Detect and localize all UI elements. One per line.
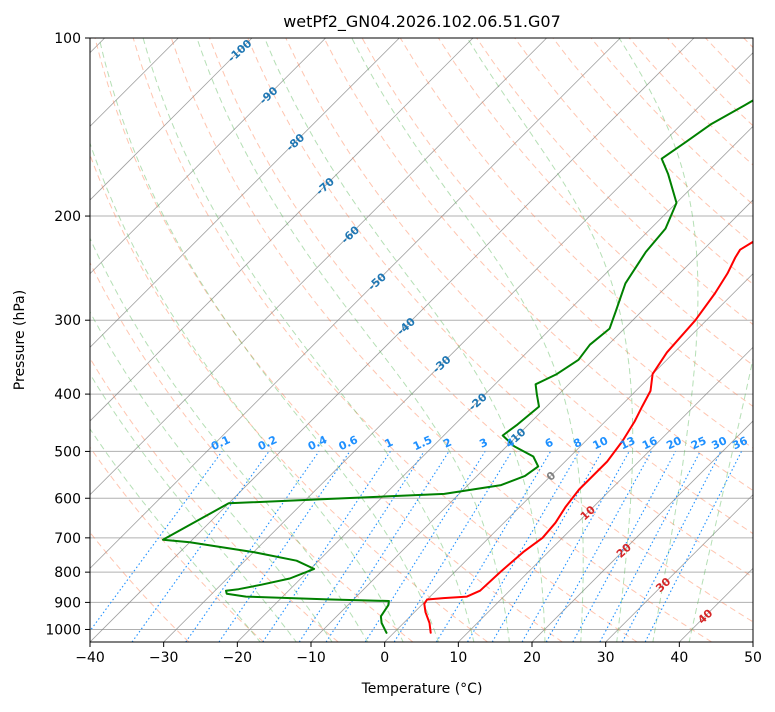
x-tick-label: 0 <box>380 650 389 666</box>
x-tick-label: 10 <box>449 650 467 666</box>
y-tick-label: 1000 <box>45 622 81 638</box>
x-tick-label: 30 <box>597 650 615 666</box>
y-tick-label: 900 <box>54 595 81 611</box>
chart-title: wetPf2_GN04.2026.102.06.51.G07 <box>283 12 561 32</box>
y-tick-label: 100 <box>54 31 81 47</box>
x-tick-label: 40 <box>670 650 688 666</box>
y-tick-label: 500 <box>54 444 81 460</box>
y-tick-label: 700 <box>54 531 81 547</box>
y-tick-label: 600 <box>54 491 81 507</box>
y-axis-label: Pressure (hPa) <box>12 290 28 390</box>
y-tick-label: 800 <box>54 565 81 581</box>
x-tick-label: 20 <box>523 650 541 666</box>
y-tick-label: 400 <box>54 387 81 403</box>
x-axis-label: Temperature (°C) <box>361 681 483 697</box>
y-tick-label: 300 <box>54 313 81 329</box>
x-tick-label: −30 <box>149 650 179 666</box>
x-tick-label: −20 <box>223 650 253 666</box>
y-tick-label: 200 <box>54 209 81 225</box>
x-tick-label: 50 <box>744 650 762 666</box>
x-tick-label: −40 <box>75 650 105 666</box>
x-tick-label: −10 <box>296 650 326 666</box>
plot-area <box>90 38 753 642</box>
